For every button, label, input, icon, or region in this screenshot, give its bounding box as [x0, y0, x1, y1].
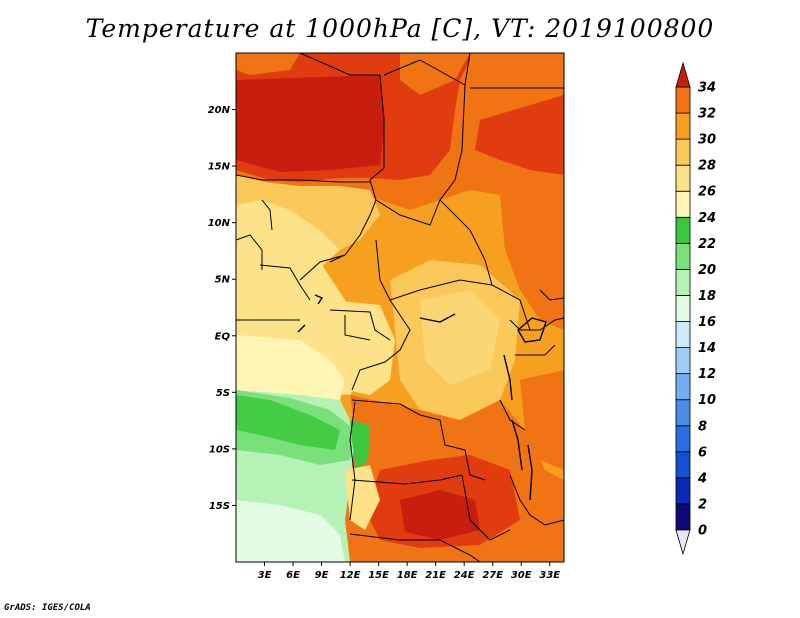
colorbar-segment: [675, 138, 691, 166]
latitude-axis: 20N 15N 10N 5N EQ 5S 10S 15S: [208, 105, 236, 512]
colorbar-label: 6: [698, 445, 707, 460]
lat-tick-label: 5S: [216, 388, 230, 399]
lon-tick-label: 12E: [340, 570, 361, 581]
colorbar-segment: [675, 190, 691, 218]
colorbar-segment: [675, 242, 691, 270]
colorbar-label: 24: [698, 211, 716, 226]
colorbar-segment: [675, 295, 691, 322]
colorbar-segment: [675, 503, 691, 531]
lat-tick-label: 10S: [209, 444, 230, 455]
temperature-field: [236, 53, 564, 562]
lon-tick-label: 21E: [425, 570, 446, 581]
lon-tick-label: 9E: [315, 570, 329, 581]
colorbar-label: 26: [698, 185, 716, 200]
colorbar-over-arrow: [675, 61, 691, 88]
colorbar-segment: [675, 451, 691, 479]
lon-tick-label: 30E: [511, 570, 532, 581]
lat-tick-label: EQ: [215, 331, 231, 342]
colorbar-segment: [675, 477, 691, 505]
lon-tick-label: 6E: [286, 570, 300, 581]
colorbar-segment: [675, 373, 691, 401]
lon-tick-label: 24E: [454, 570, 475, 581]
colorbar-segment: [675, 399, 691, 427]
lon-tick-label: 18E: [397, 570, 418, 581]
colorbar-label: 20: [698, 263, 716, 278]
lat-tick-label: 15S: [209, 501, 230, 512]
country-boundaries: [236, 53, 564, 562]
colorbar-segment: [675, 86, 691, 114]
lakes: [297, 294, 547, 501]
map-frame: [235, 52, 565, 563]
colorbar-segment: [675, 425, 691, 453]
colorbar-segment: [675, 347, 691, 375]
colorbar-label: 34: [698, 81, 716, 96]
colorbar-under-arrow: [675, 529, 691, 556]
colorbar-label: 32: [698, 107, 716, 122]
colorbar-label: 8: [698, 419, 707, 434]
colorbar-segment: [675, 321, 691, 348]
colorbar-label: 2: [698, 497, 707, 512]
colorbar-label: 30: [698, 133, 716, 148]
longitude-axis: 3E 6E 9E 12E 15E 18E 21E 24E 27E 30E 33E: [258, 562, 560, 581]
lat-tick-label: 15N: [208, 162, 231, 173]
colorbar-label: 14: [698, 341, 716, 356]
lon-tick-label: 27E: [482, 570, 503, 581]
colorbar-label: 22: [698, 237, 716, 252]
lon-tick-label: 3E: [258, 570, 272, 581]
colorbar-label: 0: [698, 524, 707, 539]
lon-tick-label: 33E: [539, 570, 560, 581]
colorbar-segment: [675, 164, 691, 192]
colorbar-segment: [675, 112, 691, 140]
colorbar-label: 10: [698, 393, 716, 408]
lon-tick-label: 15E: [368, 570, 389, 581]
colorbar-label: 16: [698, 315, 716, 330]
colorbar-label: 12: [698, 367, 716, 382]
colorbar-label: 4: [697, 471, 707, 486]
grads-credit: GrADS: IGES/COLA: [4, 603, 91, 613]
lat-tick-label: 10N: [208, 218, 231, 229]
chart-title: Temperature at 1000hPa [C], VT: 20191008…: [85, 14, 715, 43]
colorbar-label: 28: [698, 159, 716, 174]
colorbar-label: 18: [698, 289, 716, 304]
colorbar-segment: [675, 269, 691, 296]
lat-tick-label: 5N: [215, 275, 231, 286]
colorbar-segment: [675, 216, 691, 244]
lat-tick-label: 20N: [208, 105, 231, 116]
